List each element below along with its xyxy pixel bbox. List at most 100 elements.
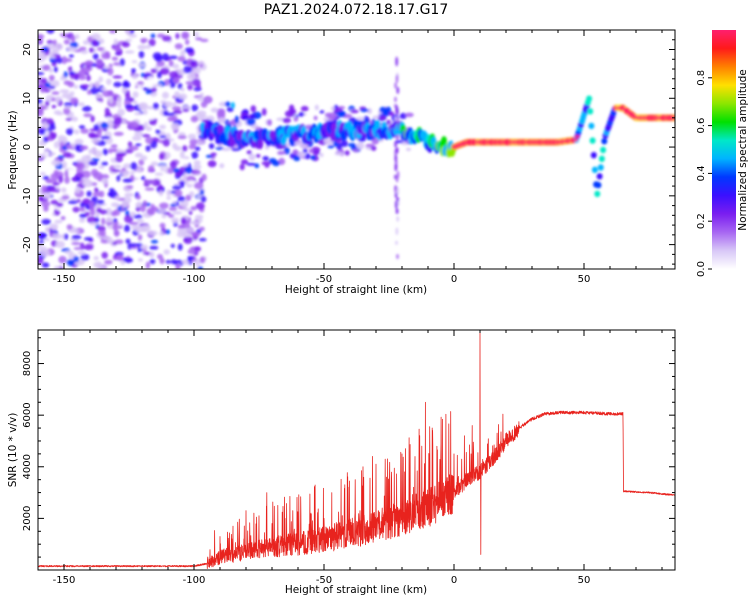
spectrum-blob <box>141 134 151 138</box>
spectrum-blob <box>101 217 106 226</box>
spectrum-blob <box>131 68 136 73</box>
spectrum-blob <box>129 221 139 226</box>
spectrum-blob <box>55 99 60 104</box>
spectrum-blob <box>94 187 99 193</box>
spectrum-blob <box>136 194 141 200</box>
spectrum-blob <box>57 138 63 143</box>
spectrum-blob <box>78 102 85 107</box>
spectrum-blob <box>190 60 199 69</box>
spectrum-blob <box>51 233 62 240</box>
spectrum-blob <box>47 152 56 156</box>
spectrum-blob <box>38 128 46 135</box>
spectrum-blob <box>42 64 51 71</box>
spectrum-blob <box>395 74 399 84</box>
spectrum-blob <box>41 200 51 208</box>
spectrum-blob <box>246 162 257 166</box>
spectrum-blob <box>52 80 60 87</box>
spectrum-blob <box>136 219 145 224</box>
spectrum-blob <box>172 142 178 149</box>
spectrum-blob <box>46 118 54 125</box>
spectrogram-frame <box>37 29 676 270</box>
spectrum-blob <box>110 93 118 97</box>
spectrum-blob <box>84 60 94 66</box>
spectrum-blob <box>226 107 234 112</box>
spectrum-blob <box>182 32 189 39</box>
spectrum-blob <box>52 182 60 186</box>
spectrum-blob <box>174 91 180 98</box>
spectrum-blob <box>293 141 303 146</box>
spectrum-blob <box>171 217 180 224</box>
spectrum-blob <box>109 96 114 104</box>
spectrum-blob <box>196 140 205 145</box>
spectrum-blob <box>108 148 113 154</box>
spectrum-blob <box>311 146 321 154</box>
spectrum-blob <box>74 262 82 266</box>
spectrum-blob <box>394 141 398 148</box>
spectrum-blob <box>121 41 130 48</box>
spectrum-blob <box>43 205 49 212</box>
spectrum-blob <box>377 116 386 121</box>
spectrum-blob <box>172 77 180 84</box>
spectrum-blob <box>166 196 172 200</box>
snr-panel: -150 -100 -50 0 50 2000 4000 6000 8000 Height of… <box>7 329 676 596</box>
spectrum-blob <box>241 115 250 121</box>
colorbar-label: Normalized spectral amplitude <box>737 69 749 230</box>
colorbar-ticks: 0.0 0.2 0.4 0.6 0.8 <box>696 70 712 277</box>
spectrum-ridge-blob <box>595 181 602 189</box>
spectrum-blob <box>53 66 58 73</box>
spectrum-blob <box>248 153 256 161</box>
spectrum-blob <box>112 218 118 223</box>
spectrum-blob <box>115 260 120 267</box>
spectrum-blob <box>91 33 101 40</box>
spectrum-blob <box>79 202 86 208</box>
spectrogram-ytick-label: -20 <box>22 236 33 252</box>
spectrum-blob <box>190 206 197 211</box>
spectrum-blob <box>146 114 156 121</box>
spectrum-blob <box>77 251 86 255</box>
spectrum-ridge-blob <box>229 137 236 148</box>
spectrum-blob <box>210 152 217 157</box>
spectrum-blob <box>135 202 142 208</box>
spectrum-blob <box>70 97 79 105</box>
spectrum-blob <box>60 216 66 221</box>
spectrum-blob <box>395 104 399 115</box>
spectrum-blob <box>122 81 131 89</box>
spectrum-blob <box>138 50 145 59</box>
spectrum-blob <box>98 183 103 189</box>
spectrum-blob <box>116 175 121 182</box>
spectrum-blob <box>49 67 53 74</box>
spectrum-blob <box>82 87 88 91</box>
spectrum-blob <box>159 202 169 209</box>
spectrum-blob <box>180 49 186 58</box>
spectrum-blob <box>133 214 143 219</box>
spectrum-blob <box>395 240 398 245</box>
spectrum-blob <box>84 237 93 241</box>
spectrum-blob <box>191 104 199 112</box>
spectrum-blob <box>187 133 197 140</box>
colorbar-tick-label: 0.4 <box>696 165 707 181</box>
spectrum-blob <box>246 150 252 155</box>
spectrum-blob <box>98 76 103 83</box>
spectrum-blob <box>51 62 57 67</box>
spectrum-blob <box>344 150 350 156</box>
spectrum-blob <box>61 56 68 65</box>
spectrum-blob <box>181 217 187 225</box>
snr-xtick-label: -100 <box>183 575 206 586</box>
spectrum-blob <box>74 186 81 194</box>
spectrum-ridge-blob <box>586 95 593 102</box>
spectrum-blob <box>63 107 71 115</box>
spectrum-blob <box>121 88 127 94</box>
spectrum-blob <box>66 128 74 136</box>
spectrum-blob <box>64 176 70 184</box>
spectrogram-field <box>38 30 675 269</box>
spectrum-blob <box>189 138 198 146</box>
spectrum-blob <box>129 30 135 34</box>
spectrum-blob <box>38 109 44 117</box>
snr-ytick-label: 4000 <box>22 454 33 479</box>
spectrum-blob <box>177 135 187 140</box>
spectrum-blob <box>67 47 77 52</box>
spectrum-blob <box>61 187 67 193</box>
snr-ylabel: SNR (10 * v/v) <box>7 413 19 488</box>
spectrum-blob <box>172 102 177 107</box>
spectrum-blob <box>96 207 102 213</box>
